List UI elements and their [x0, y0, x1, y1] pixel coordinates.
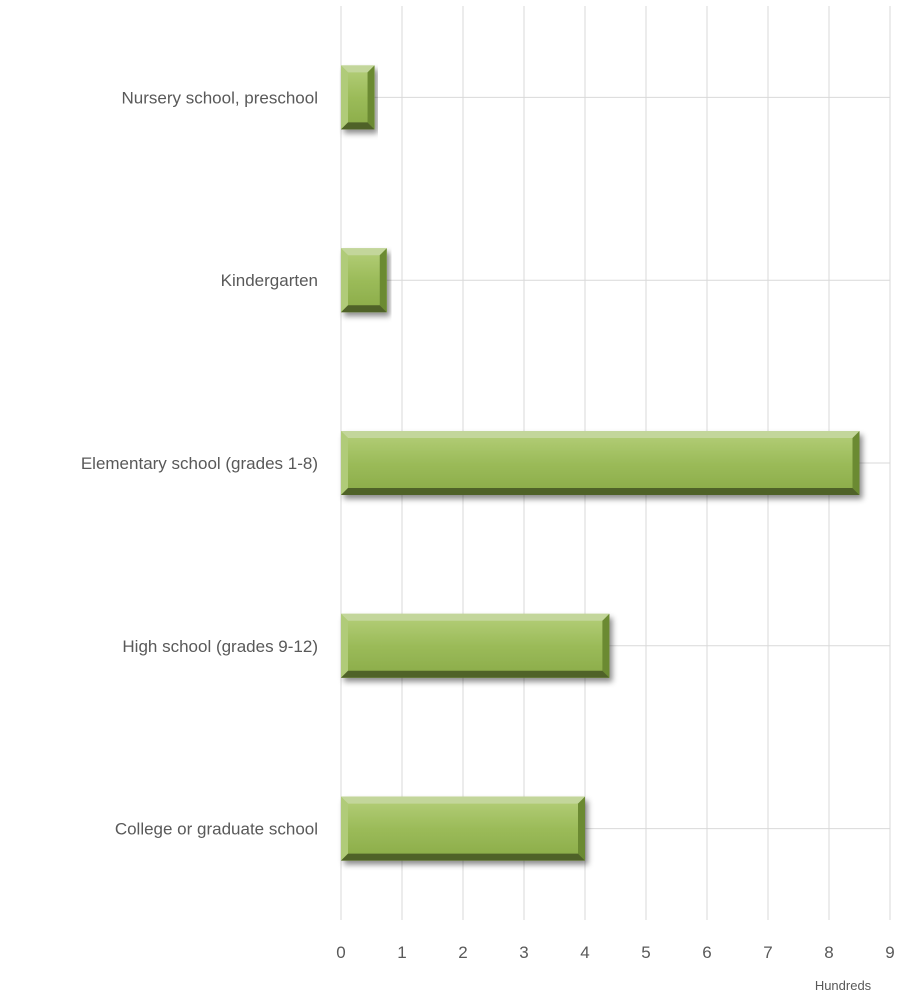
bar-bevel-right	[379, 248, 387, 313]
x-tick-label: 6	[702, 943, 711, 962]
bar-bevel-left	[341, 796, 348, 861]
bar-bevel-left	[341, 431, 348, 495]
bar-bevel-bottom	[341, 853, 585, 861]
x-tick-label: 7	[763, 943, 772, 962]
x-tick-label: 8	[824, 943, 833, 962]
bar-bevel-top	[341, 431, 860, 438]
bar-bevel-bottom	[341, 670, 610, 678]
category-labels: Nursery school, preschool Kindergarten Ele…	[81, 88, 318, 838]
bar-face	[341, 431, 860, 495]
bars	[341, 65, 860, 861]
bar	[341, 613, 610, 678]
bar	[341, 431, 860, 495]
category-label: Elementary school (grades 1-8)	[81, 454, 318, 473]
bar-bevel-top	[341, 613, 610, 621]
category-label: High school (grades 9-12)	[122, 637, 318, 656]
bar-face	[341, 248, 387, 313]
x-axis-tick-labels: 0 1 2 3 4 5 6 7 8 9	[336, 943, 894, 962]
category-label: College or graduate school	[115, 820, 318, 839]
bar-bevel-bottom	[341, 305, 387, 313]
bar-bevel-right	[578, 796, 585, 861]
bar-bevel-right	[367, 65, 375, 130]
bar-bevel-top	[341, 796, 585, 804]
axis-unit-label: Hundreds	[815, 978, 872, 993]
bar-face	[341, 796, 585, 861]
bar	[341, 65, 375, 130]
bar-bevel-bottom	[341, 122, 375, 130]
bar-bevel-top	[341, 65, 375, 73]
x-tick-label: 0	[336, 943, 345, 962]
bar-bevel-left	[341, 248, 348, 313]
bar-bevel-top	[341, 248, 387, 256]
x-tick-label: 9	[885, 943, 894, 962]
x-tick-label: 4	[580, 943, 589, 962]
category-label: Kindergarten	[221, 271, 318, 290]
x-tick-label: 5	[641, 943, 650, 962]
bar-bevel-right	[852, 431, 860, 495]
x-tick-label: 1	[397, 943, 406, 962]
bar-face	[341, 613, 610, 678]
bar	[341, 796, 585, 861]
bar-bevel-bottom	[341, 488, 860, 495]
x-tick-label: 2	[458, 943, 467, 962]
x-tick-label: 3	[519, 943, 528, 962]
bar-bevel-right	[602, 613, 610, 678]
category-label: Nursery school, preschool	[121, 88, 318, 107]
bar-bevel-left	[341, 613, 348, 678]
bar	[341, 248, 387, 313]
bar-bevel-left	[341, 65, 348, 130]
